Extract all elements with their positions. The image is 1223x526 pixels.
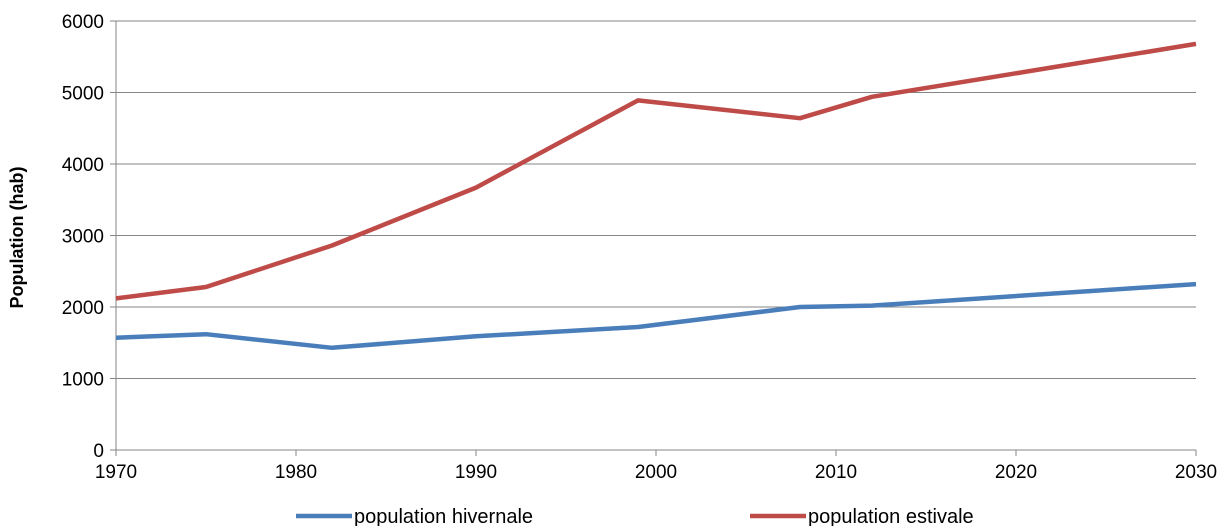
y-tick-label: 1000 [62, 370, 104, 391]
legend-label: population hivernale [354, 506, 533, 526]
x-tick-label: 1980 [275, 462, 317, 483]
y-tick-label: 5000 [62, 84, 104, 105]
y-tick-label: 4000 [62, 155, 104, 176]
y-tick-label: 6000 [62, 12, 104, 33]
y-tick-label: 0 [93, 441, 104, 462]
x-tick-label: 2000 [635, 462, 677, 483]
x-tick-label: 2010 [815, 462, 857, 483]
legend-label: population estivale [808, 506, 974, 526]
x-tick-label: 1990 [455, 462, 497, 483]
x-tick-label: 1970 [95, 462, 137, 483]
series-line-estivale [115, 41, 1197, 301]
x-tick-label: 2030 [1175, 462, 1217, 483]
y-tick-label: 2000 [62, 298, 104, 319]
series-line-hivernale [115, 281, 1197, 351]
x-tick-label: 2020 [995, 462, 1037, 483]
y-tick-label: 3000 [62, 227, 104, 248]
y-axis-title: Population (hab) [7, 167, 27, 309]
